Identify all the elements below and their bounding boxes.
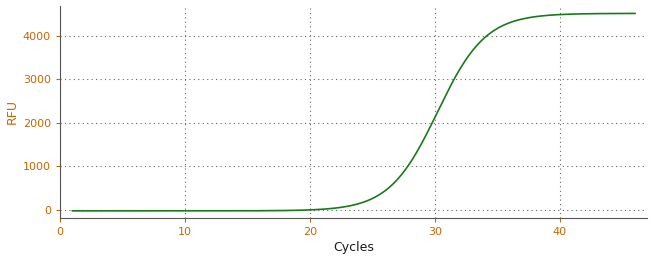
Y-axis label: RFU: RFU — [6, 99, 18, 124]
X-axis label: Cycles: Cycles — [333, 242, 374, 255]
